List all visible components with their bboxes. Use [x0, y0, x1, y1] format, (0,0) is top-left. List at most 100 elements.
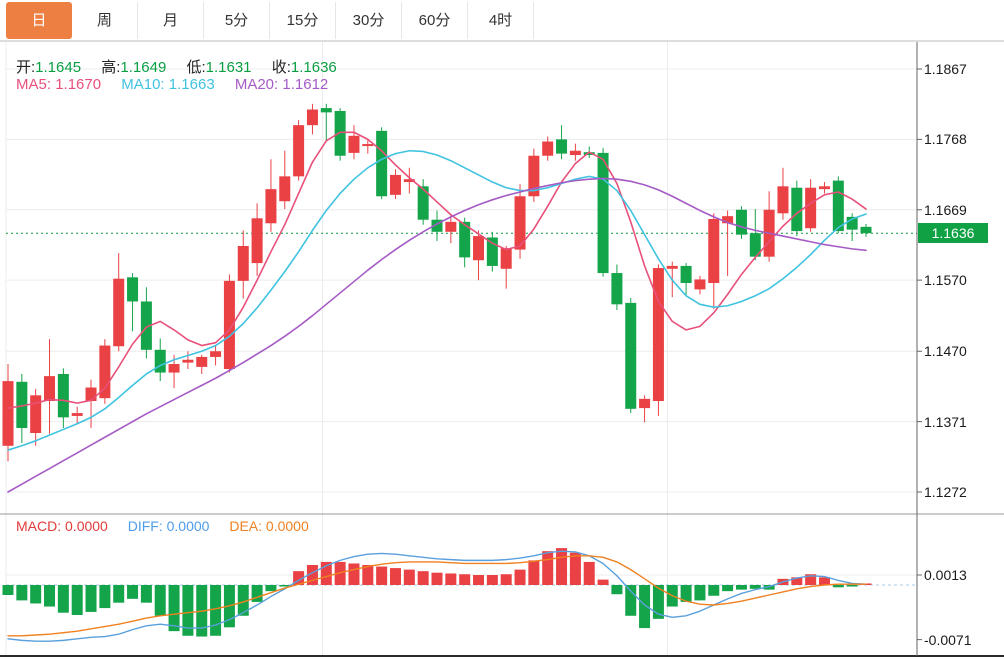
ma10-label: MA10: — [121, 76, 165, 93]
macd-histogram-bar — [334, 561, 346, 585]
ma20-line — [7, 177, 867, 493]
candle-body — [99, 345, 111, 399]
ma5-value: 1.1670 — [55, 76, 102, 93]
candle-body — [2, 381, 14, 446]
candle-body — [528, 155, 540, 197]
candle-body — [71, 413, 83, 416]
candle-body — [500, 248, 512, 269]
candle-body — [791, 187, 803, 232]
macd-histogram-bar — [556, 548, 568, 585]
candle-body — [403, 179, 415, 183]
interval-toolbar: 日 周 月 5分 15分 30分 60分 4时 — [0, 0, 1004, 41]
candle-body — [140, 301, 152, 350]
macd-histogram-bar — [500, 574, 512, 585]
candle-body — [805, 187, 817, 229]
macd-histogram-bar — [846, 585, 858, 587]
candle-body — [445, 221, 457, 232]
macd-histogram-bar — [362, 565, 374, 585]
macd-histogram-bar — [569, 552, 581, 585]
low-label: 低: — [186, 59, 206, 76]
macd-tick-label: 0.0013 — [924, 567, 967, 583]
macd-histogram-bar — [265, 585, 277, 592]
macd-histogram-bar — [182, 585, 194, 636]
macd-histogram-bar — [113, 585, 125, 603]
macd-histogram-bar — [2, 585, 14, 595]
ohlc-info-bar: 开:1.1645 高:1.1649 低:1.1631 收:1.1636 — [16, 56, 353, 77]
candle-body — [694, 279, 706, 290]
ma10-line — [7, 149, 867, 451]
candle-body — [542, 141, 554, 156]
candle-body — [431, 219, 443, 232]
tab-5min[interactable]: 5分 — [204, 2, 270, 39]
dea-label: DEA: — [229, 518, 263, 534]
macd-histogram-bar — [445, 573, 457, 585]
price-tick-label: 1.1669 — [924, 201, 967, 218]
macd-histogram-bar — [293, 571, 305, 585]
candle-body — [735, 209, 747, 235]
macd-histogram-bar — [237, 585, 249, 616]
candle-body — [832, 180, 844, 232]
macd-histogram-bar — [71, 585, 83, 615]
candle-body — [473, 236, 485, 261]
tab-week[interactable]: 周 — [72, 2, 138, 39]
candle-body — [85, 387, 97, 402]
candle-body — [818, 186, 830, 190]
macd-histogram-bar — [154, 585, 166, 616]
macd-histogram-bar — [320, 561, 332, 585]
macd-histogram-bar — [389, 568, 401, 585]
candle-body — [860, 226, 872, 234]
candle-body — [597, 152, 609, 274]
macd-histogram-bar — [722, 585, 734, 592]
macd-histogram-bar — [210, 585, 222, 636]
close-value: 1.1636 — [290, 59, 337, 76]
macd-label: MACD: — [16, 518, 62, 534]
macd-histogram-bar — [431, 572, 443, 585]
low-value: 1.1631 — [205, 59, 252, 76]
candle-body — [210, 351, 222, 357]
ma10-value: 1.1663 — [168, 76, 215, 93]
open-label: 开: — [16, 59, 36, 76]
candle-body — [196, 356, 208, 367]
diff-line — [7, 550, 867, 642]
ma20-value: 1.1612 — [282, 76, 329, 93]
candle-body — [708, 219, 720, 283]
macd-histogram-bar — [597, 579, 609, 585]
price-tick-label: 1.1470 — [924, 343, 967, 360]
candle-body — [265, 189, 277, 224]
macd-histogram-bar — [639, 585, 651, 629]
candle-body — [16, 381, 28, 429]
tab-day[interactable]: 日 — [6, 2, 72, 39]
dea-value: 0.0000 — [265, 518, 309, 534]
price-tick-label: 1.1768 — [924, 131, 967, 148]
candle-body — [251, 218, 263, 264]
price-tick-label: 1.1371 — [924, 413, 967, 430]
candle-body — [237, 246, 249, 281]
tab-4hour[interactable]: 4时 — [468, 2, 534, 39]
candle-body — [625, 302, 637, 409]
macd-histogram-bar — [542, 551, 554, 585]
price-tick-label: 1.1272 — [924, 484, 967, 500]
macd-histogram-bar — [708, 585, 720, 596]
tab-30min[interactable]: 30分 — [336, 2, 402, 39]
macd-histogram-bar — [791, 577, 803, 585]
macd-histogram-bar — [735, 585, 747, 590]
tab-60min[interactable]: 60分 — [402, 2, 468, 39]
macd-histogram-bar — [625, 585, 637, 616]
candle-body — [334, 110, 346, 156]
macd-histogram-bar — [611, 585, 623, 595]
macd-histogram-bar — [680, 585, 692, 602]
macd-histogram-bar — [486, 575, 498, 585]
macd-histogram-bar — [818, 577, 830, 585]
macd-histogram-bar — [528, 560, 540, 585]
tab-month[interactable]: 月 — [138, 2, 204, 39]
macd-histogram-bar — [749, 585, 761, 589]
candle-body — [611, 273, 623, 305]
ma20-label: MA20: — [234, 76, 279, 93]
candle-body — [182, 359, 194, 363]
candle-body — [127, 277, 139, 302]
diff-label: DIFF: — [127, 518, 163, 534]
macd-histogram-bar — [99, 585, 111, 609]
tab-15min[interactable]: 15分 — [270, 2, 336, 39]
candle-body — [293, 125, 305, 177]
